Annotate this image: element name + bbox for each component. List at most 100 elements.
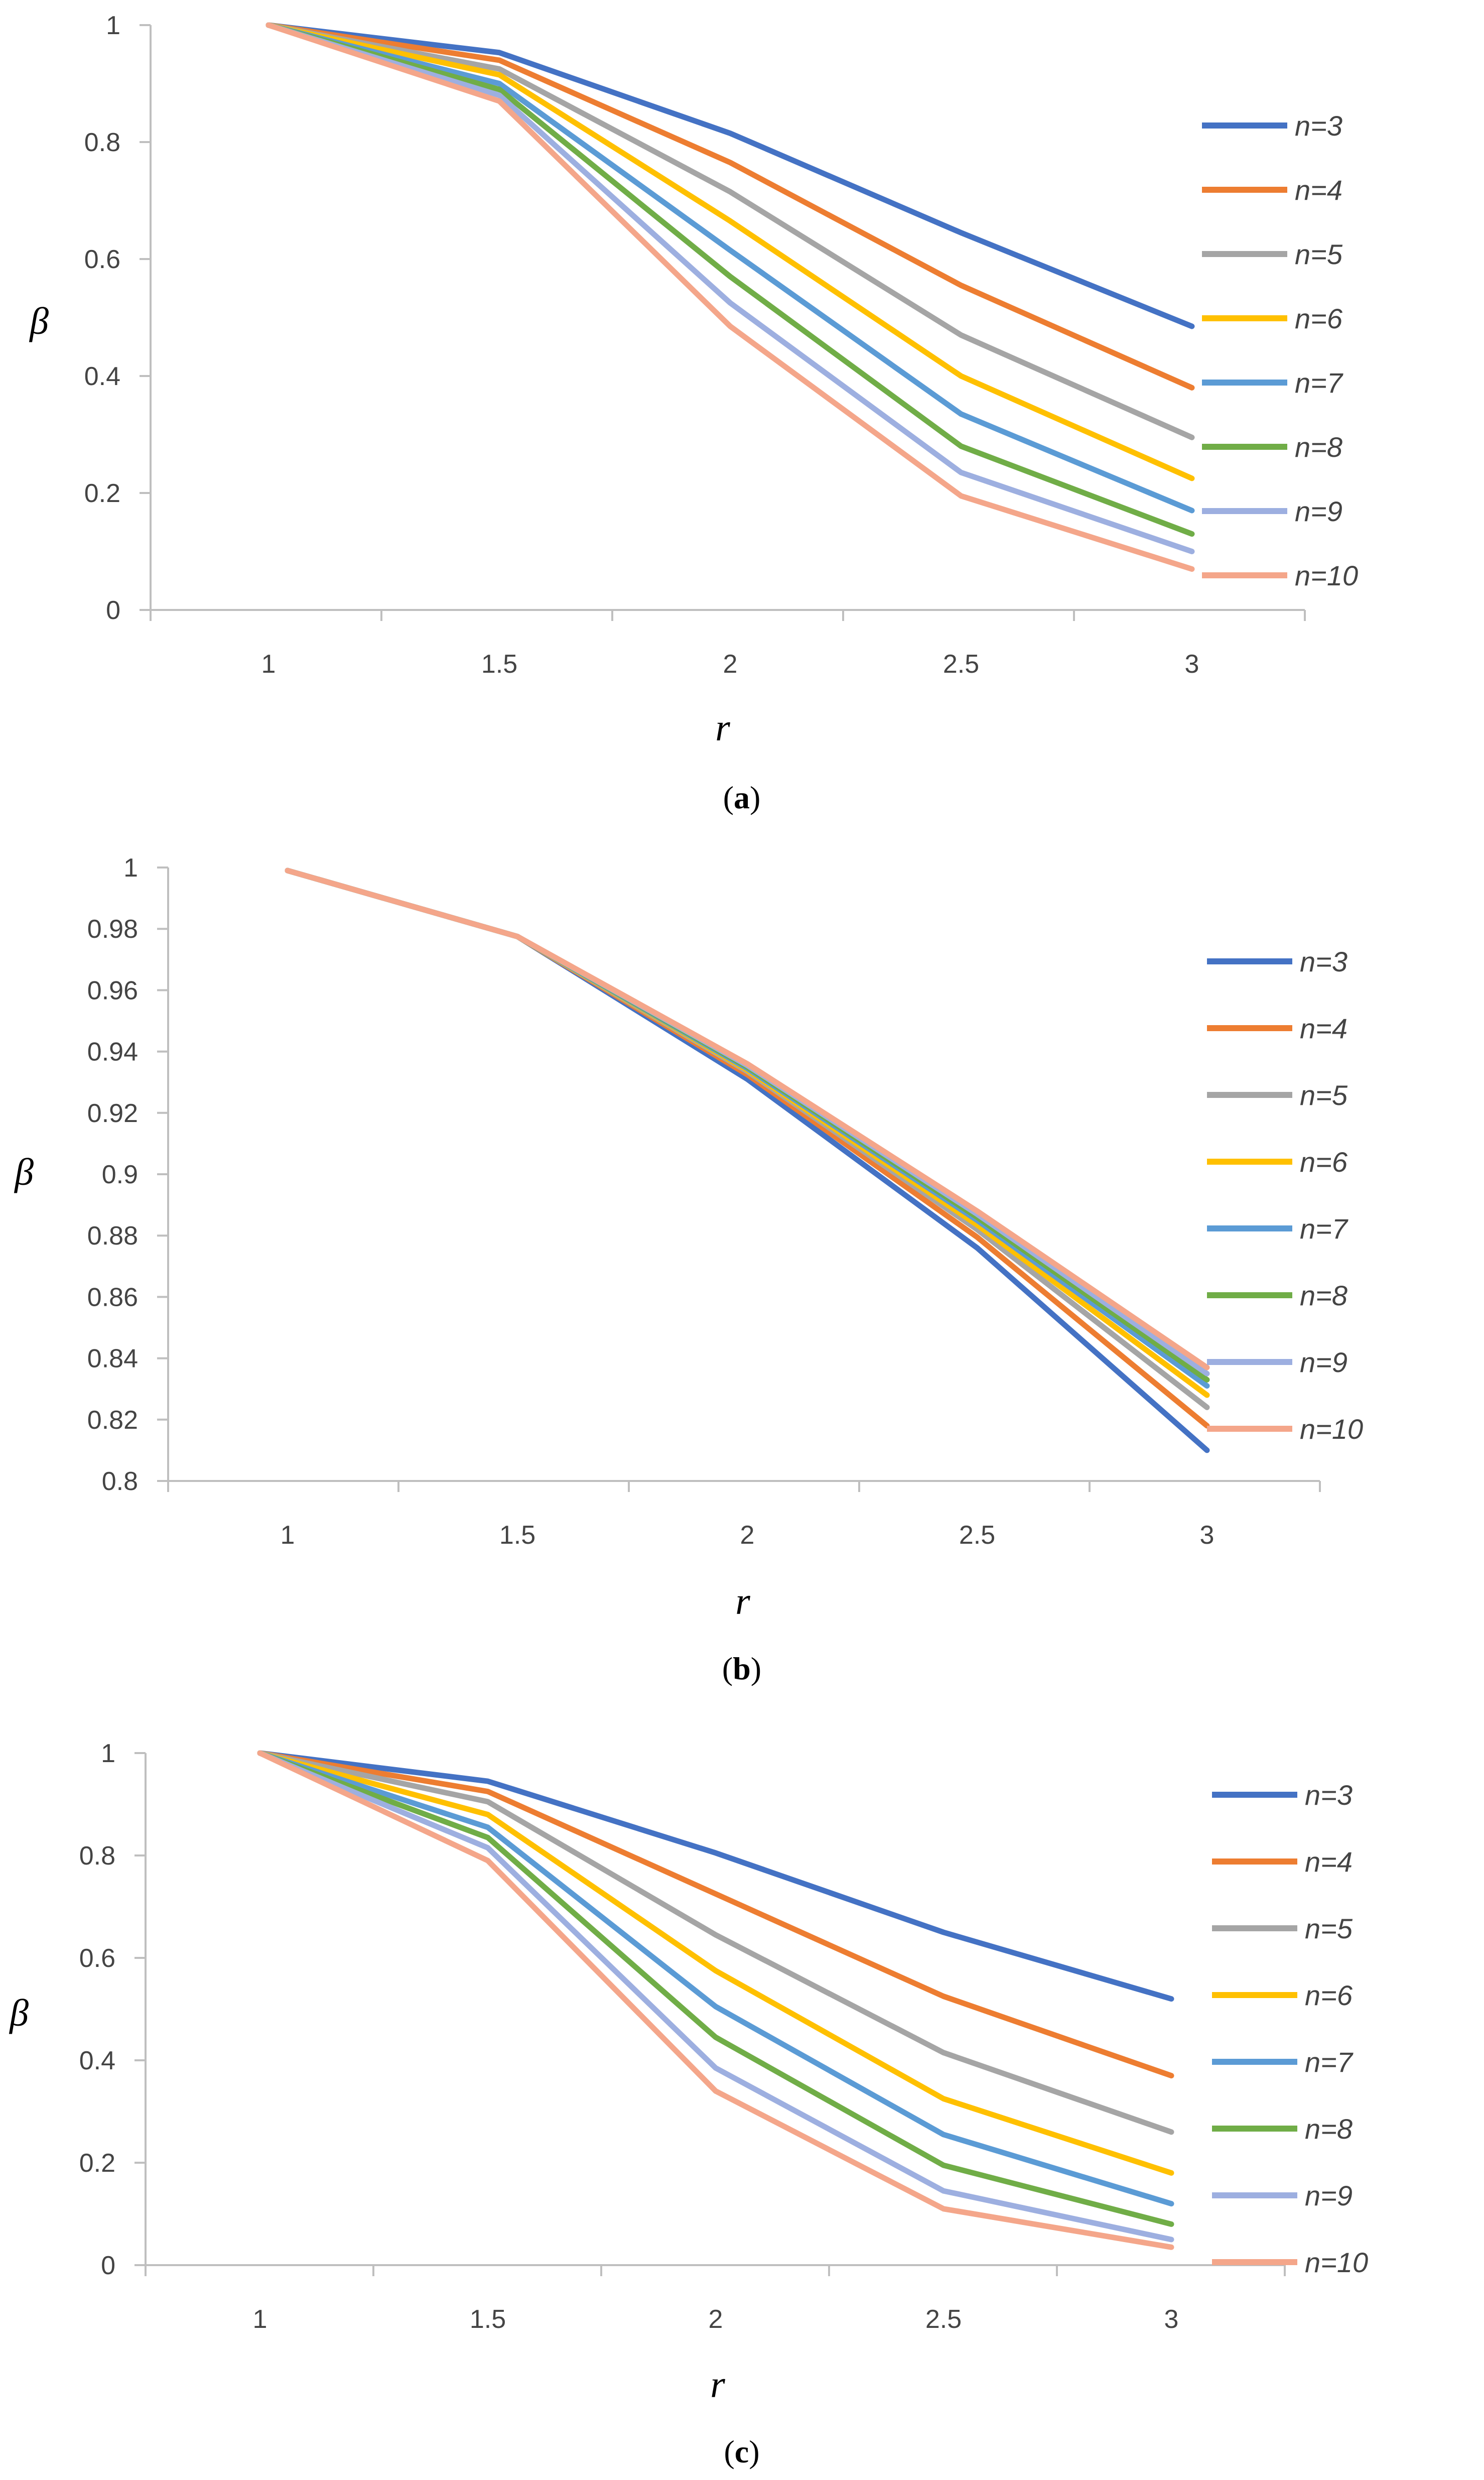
y-tick-label: 0.86	[87, 1283, 138, 1312]
x-tick-labels: 1 1.5 2 2.5 3	[145, 2265, 1286, 2334]
y-tick-label: 0.98	[87, 915, 138, 944]
x-tick-label: 1	[261, 650, 276, 679]
x-tick-label: 3	[1185, 650, 1199, 679]
series-line-n-4	[257, 1750, 1174, 2079]
y-tick-label: 0.6	[84, 245, 120, 274]
y-tick-label: 1	[106, 11, 120, 40]
x-tick-labels: 1 1.5 2 2.5 3	[150, 610, 1306, 679]
series-line-n-10	[265, 22, 1195, 572]
y-tick-labels: 0 0.2 0.4 0.6 0.8 1	[84, 11, 151, 625]
panel-caption-a: (a)	[723, 780, 761, 815]
legend-label: n=10	[1300, 1413, 1363, 1445]
series-line-n-10	[257, 1750, 1174, 2250]
legend-label: n=10	[1295, 560, 1358, 591]
series-line-n-6	[285, 867, 1210, 1398]
y-tick-label: 0.94	[87, 1038, 138, 1067]
y-tick-label: 0.2	[84, 479, 120, 508]
y-tick-label: 0.2	[79, 2149, 115, 2178]
y-axis-label: β	[29, 300, 49, 342]
legend-item: n=4	[1212, 1846, 1353, 1878]
legend-label: n=9	[1300, 1346, 1347, 1378]
legend-item: n=8	[1207, 1280, 1347, 1311]
series-line-n-8	[257, 1750, 1174, 2227]
legend-item: n=6	[1207, 1146, 1348, 1178]
legend: n=3 n=4 n=5 n=6 n=7 n=8 n=9 n=10	[1212, 1779, 1368, 2278]
y-tick-label: 0.82	[87, 1406, 138, 1435]
legend-item: n=8	[1212, 2113, 1353, 2145]
x-tick-label: 1.5	[499, 1521, 535, 1550]
series-line-n-4	[285, 867, 1210, 1429]
y-tick-label: 0.4	[84, 362, 120, 391]
legend-item: n=9	[1212, 2180, 1353, 2211]
legend-item: n=4	[1207, 1013, 1347, 1044]
y-tick-label: 1	[123, 853, 138, 883]
legend-label: n=9	[1295, 495, 1342, 527]
y-tick-label: 0.8	[79, 1841, 115, 1871]
legend-label: n=8	[1305, 2113, 1353, 2145]
legend-label: n=4	[1295, 174, 1342, 206]
y-axis-label: β	[9, 1992, 29, 2034]
legend-item: n=5	[1202, 238, 1343, 270]
series-lines	[257, 1750, 1174, 2250]
legend-label: n=6	[1305, 1979, 1353, 2011]
legend-label: n=5	[1300, 1079, 1348, 1111]
panel-caption-b: (b)	[722, 1651, 761, 1686]
y-tick-label: 0	[106, 596, 120, 625]
caption-letter: c	[735, 2434, 749, 2469]
x-tick-label: 2.5	[959, 1521, 995, 1550]
x-axis-label: r	[715, 707, 730, 749]
legend-label: n=8	[1295, 431, 1342, 463]
y-tick-label: 1	[101, 1739, 115, 1768]
legend-label: n=4	[1300, 1013, 1347, 1044]
legend-label: n=7	[1305, 2046, 1354, 2078]
y-tick-label: 0.4	[79, 2046, 115, 2075]
x-tick-label: 1	[281, 1521, 295, 1550]
y-tick-label: 0	[101, 2251, 115, 2280]
x-tick-label: 3	[1164, 2305, 1179, 2334]
chart-panel-b: 0.8 0.82 0.84 0.86 0.88 0.9 0.92 0.94 0.96 0.98 1 …	[14, 853, 1363, 1686]
x-tick-label: 1	[253, 2305, 267, 2334]
legend-label: n=5	[1295, 238, 1343, 270]
y-tick-label: 0.8	[102, 1467, 138, 1496]
series-line-n-6	[257, 1750, 1174, 2176]
series-line-n-9	[265, 22, 1195, 554]
legend-item: n=8	[1202, 431, 1342, 463]
chart-panel-c: 0 0.2 0.4 0.6 0.8 1 1 1.5 2 2.5 3 n=3 n=4 n=5 n=6 n=7…	[9, 1739, 1368, 2469]
panel-caption-c: (c)	[724, 2434, 759, 2469]
series-line-n-3	[257, 1750, 1174, 2002]
legend-item: n=5	[1212, 1913, 1353, 1944]
legend-item: n=7	[1207, 1213, 1348, 1245]
caption-letter: a	[734, 780, 750, 815]
legend-label: n=4	[1305, 1846, 1353, 1878]
x-tick-label: 2	[723, 650, 738, 679]
legend-label: n=3	[1305, 1779, 1353, 1811]
legend-item: n=3	[1212, 1779, 1353, 1811]
y-tick-labels: 0 0.2 0.4 0.6 0.8 1	[79, 1739, 146, 2280]
legend-label: n=7	[1300, 1213, 1348, 1245]
legend-item: n=9	[1202, 495, 1342, 527]
legend-item: n=9	[1207, 1346, 1347, 1378]
legend-item: n=7	[1212, 2046, 1354, 2078]
x-tick-label: 1.5	[481, 650, 517, 679]
legend-item: n=10	[1202, 560, 1358, 591]
legend-item: n=5	[1207, 1079, 1348, 1111]
x-axis-label: r	[710, 2364, 725, 2406]
y-axis-label: β	[14, 1151, 34, 1193]
legend: n=3 n=4 n=5 n=6 n=7 n=8 n=9 n=10	[1202, 110, 1358, 591]
x-tick-label: 3	[1200, 1521, 1215, 1550]
legend-item: n=3	[1202, 110, 1342, 142]
series-line-n-4	[265, 22, 1195, 391]
y-tick-labels: 0.8 0.82 0.84 0.86 0.88 0.9 0.92 0.94 0.96 0.98 1	[87, 853, 168, 1496]
legend-item: n=3	[1207, 946, 1347, 977]
x-tick-label: 1.5	[470, 2305, 506, 2334]
series-line-n-6	[265, 22, 1195, 481]
legend-label: n=3	[1295, 110, 1342, 142]
legend: n=3 n=4 n=5 n=6 n=7 n=8 n=9 n=10	[1207, 946, 1363, 1445]
legend-label: n=7	[1295, 367, 1343, 399]
legend-label: n=6	[1295, 303, 1343, 334]
x-tick-label: 2.5	[925, 2305, 962, 2334]
legend-item: n=6	[1202, 303, 1343, 334]
caption-letter: b	[733, 1651, 751, 1686]
legend-label: n=8	[1300, 1280, 1347, 1311]
legend-item: n=6	[1212, 1979, 1353, 2011]
